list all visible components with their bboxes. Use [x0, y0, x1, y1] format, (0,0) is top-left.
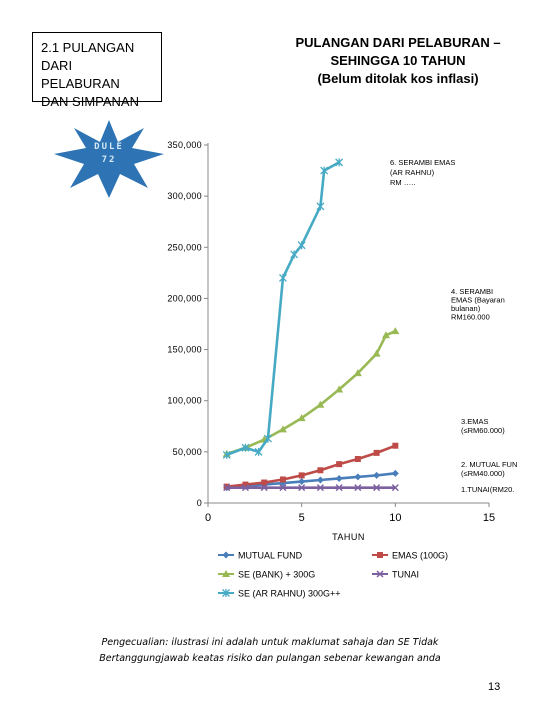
chart-annotation: (≤RM60.000) [461, 426, 505, 435]
chart-annotation: 3.EMAS [461, 417, 489, 426]
data-point [373, 471, 381, 479]
data-point [297, 414, 306, 422]
series-line [226, 472, 396, 489]
disclaimer-line: Pengecualian: ilustrasi ini adalah untuk… [101, 637, 439, 648]
data-point [317, 467, 324, 474]
data-point [278, 273, 287, 282]
legend-label: SE (BANK) + 300G [238, 570, 315, 580]
data-point [316, 476, 324, 484]
chart-annotation: RM160.000 [451, 313, 490, 322]
legend-marker [222, 570, 230, 577]
data-point [335, 385, 344, 393]
x-tick-label: 5 [299, 512, 305, 524]
disclaimer: Pengecualian: ilustrasi ini adalah untuk… [70, 635, 470, 667]
data-point [298, 472, 305, 479]
data-point [373, 449, 380, 456]
data-point [373, 484, 381, 492]
y-tick-label: 250,000 [167, 242, 202, 252]
data-point [335, 474, 343, 482]
legend-marker [376, 570, 384, 578]
data-point [298, 484, 306, 492]
data-point [354, 473, 362, 481]
data-point [278, 425, 287, 433]
x-tick-label: 0 [205, 512, 211, 524]
heading-line: SEHINGGA 10 TAHUN [330, 53, 466, 68]
chart-heading: PULANGAN DARI PELABURAN – SEHINGGA 10 TA… [268, 34, 528, 88]
y-tick-label: 300,000 [167, 191, 202, 201]
y-tick-label: 200,000 [167, 293, 202, 303]
data-point [263, 434, 272, 443]
data-point [391, 327, 400, 335]
chart-annotation: EMAS (Bayaran [451, 296, 505, 305]
data-point [335, 158, 344, 167]
data-point [241, 443, 250, 452]
series-line [226, 444, 396, 488]
chart-annotation: 2. MUTUAL FUN [461, 460, 517, 469]
chart-annotation: (AR RAHNU) [390, 168, 435, 177]
legend-marker [222, 589, 230, 597]
data-point [254, 447, 263, 456]
legend-label: MUTUAL FUND [238, 551, 303, 561]
page-number: 13 [488, 681, 501, 693]
series-line [226, 329, 396, 456]
data-point [260, 484, 268, 492]
data-point [381, 331, 390, 339]
chart-annotation: RM ….. [390, 178, 415, 187]
data-point [354, 484, 362, 492]
y-tick-label: 100,000 [167, 396, 202, 406]
data-point [241, 484, 249, 492]
data-point [298, 478, 306, 486]
legend-marker [377, 552, 383, 558]
chart-annotation: 1.TUNAI(RM20. [461, 485, 514, 494]
data-point [316, 484, 324, 492]
data-point [391, 484, 399, 492]
star-badge-icon [54, 120, 164, 198]
heading-line: (Belum ditolak kos inflasi) [317, 71, 479, 86]
section-title-line: 2.1 PULANGAN [41, 40, 135, 55]
data-point [297, 241, 306, 250]
data-point [290, 250, 299, 259]
data-point [320, 166, 329, 175]
chart-annotation: 6. SERAMBI EMAS [390, 158, 455, 167]
data-point [392, 442, 399, 449]
data-point [222, 450, 231, 459]
x-tick-label: 15 [483, 512, 495, 524]
legend-label: TUNAI [392, 570, 419, 580]
data-point [316, 202, 325, 211]
badge-text: 72 [101, 155, 117, 165]
y-tick-label: 350,000 [167, 140, 202, 150]
section-title-line: DARI PELABURAN [41, 58, 120, 91]
y-tick-label: 150,000 [167, 345, 202, 355]
data-point [261, 479, 268, 486]
section-title-line: DAN SIMPANAN [41, 94, 139, 109]
chart-annotation: bulanan) [451, 304, 481, 313]
star-badge: DULE 72 [52, 118, 166, 200]
x-axis-label: TAHUN [332, 532, 365, 542]
data-point [353, 369, 362, 377]
data-point [316, 400, 325, 408]
chart-annotation: (≤RM40.000) [461, 469, 505, 478]
data-point [354, 456, 361, 463]
badge-text: DULE [94, 142, 124, 152]
chart-annotation: 4. SERAMBI [451, 287, 493, 296]
data-point [242, 481, 249, 488]
y-tick-label: 0 [197, 498, 202, 508]
y-tick-label: 50,000 [173, 447, 202, 457]
data-point [336, 461, 343, 468]
disclaimer-line: Bertanggungjawab keatas risiko dan pulan… [99, 653, 441, 664]
section-title-box: 2.1 PULANGAN DARI PELABURAN DAN SIMPANAN [32, 32, 162, 109]
data-point [372, 349, 381, 357]
legend-label: SE (AR RAHNU) 300G++ [238, 589, 341, 599]
series-line [226, 161, 340, 457]
data-point [223, 484, 231, 492]
data-point [391, 469, 399, 477]
legend-label: EMAS (100G) [392, 551, 448, 561]
data-point [279, 484, 287, 492]
legend-marker [222, 551, 230, 559]
heading-line: PULANGAN DARI PELABURAN – [295, 35, 501, 50]
x-tick-label: 10 [389, 512, 401, 524]
data-point [279, 476, 286, 483]
data-point [335, 484, 343, 492]
